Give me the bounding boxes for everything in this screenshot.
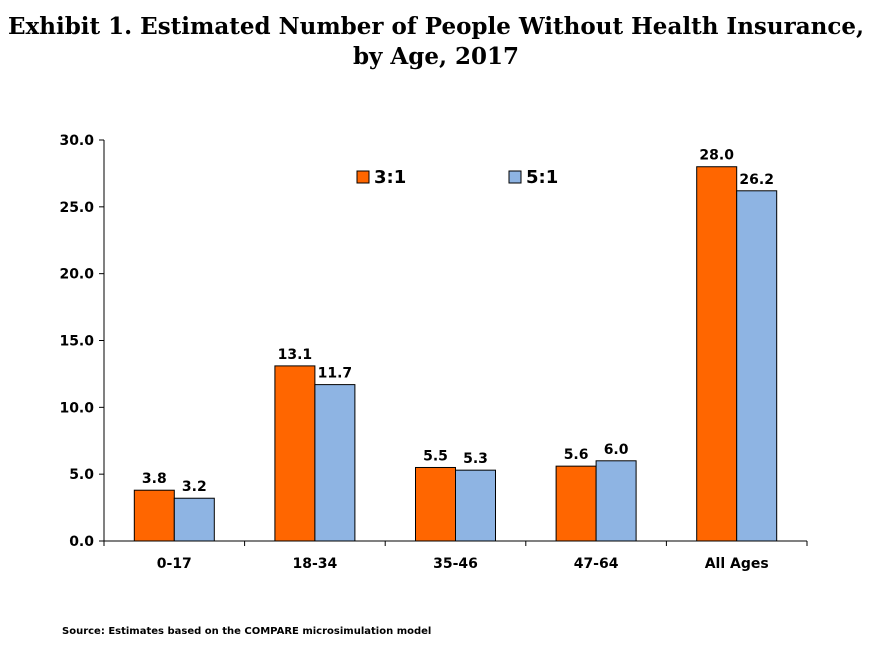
bar-series-1: [274, 365, 316, 542]
bar-series-2: [595, 460, 637, 542]
bar-series-2: [736, 190, 778, 542]
data-label: 28.0: [699, 148, 734, 164]
bar-series-1: [415, 466, 456, 542]
data-label: 3.2: [182, 479, 207, 495]
data-label: 5.3: [463, 451, 488, 467]
data-label: 6.0: [604, 442, 629, 458]
y-tick-label: 5.0: [69, 467, 94, 483]
y-tick-label: 25.0: [59, 200, 94, 216]
legend-swatch: [356, 170, 370, 184]
chart-title-line-1: Exhibit 1. Estimated Number of People Wi…: [8, 13, 864, 40]
x-tick-label: 18-34: [293, 556, 338, 572]
x-tick-label: All Ages: [705, 556, 769, 572]
y-tick-label: 20.0: [59, 267, 94, 283]
bar-series-2: [173, 497, 215, 542]
x-tick-label: 35-46: [433, 556, 478, 572]
legend-label: 5:1: [526, 167, 558, 188]
chart-title: Exhibit 1. Estimated Number of People Wi…: [0, 12, 872, 72]
data-label: 13.1: [278, 347, 313, 363]
data-label: 11.7: [318, 366, 353, 382]
x-tick-label: 47-64: [574, 556, 619, 572]
y-tick-label: 15.0: [59, 334, 94, 350]
bar-series-1: [555, 465, 597, 542]
data-label: 3.8: [142, 471, 167, 487]
x-tick-label: 0-17: [157, 556, 192, 572]
bar-series-2: [314, 384, 356, 542]
legend-label: 3:1: [374, 167, 406, 188]
y-tick-label: 30.0: [59, 133, 94, 149]
y-tick-label: 0.0: [69, 534, 94, 550]
y-tick-label: 10.0: [59, 400, 94, 416]
legend-swatch: [508, 170, 522, 184]
source-note: Source: Estimates based on the COMPARE m…: [62, 626, 432, 637]
bar-series-1: [133, 489, 175, 542]
chart-title-line-2: by Age, 2017: [352, 43, 520, 70]
data-label: 5.6: [564, 447, 589, 463]
bar-series-2: [455, 469, 496, 542]
data-label: 26.2: [739, 172, 774, 188]
data-label: 5.5: [423, 448, 448, 464]
bar-series-1: [696, 166, 738, 542]
